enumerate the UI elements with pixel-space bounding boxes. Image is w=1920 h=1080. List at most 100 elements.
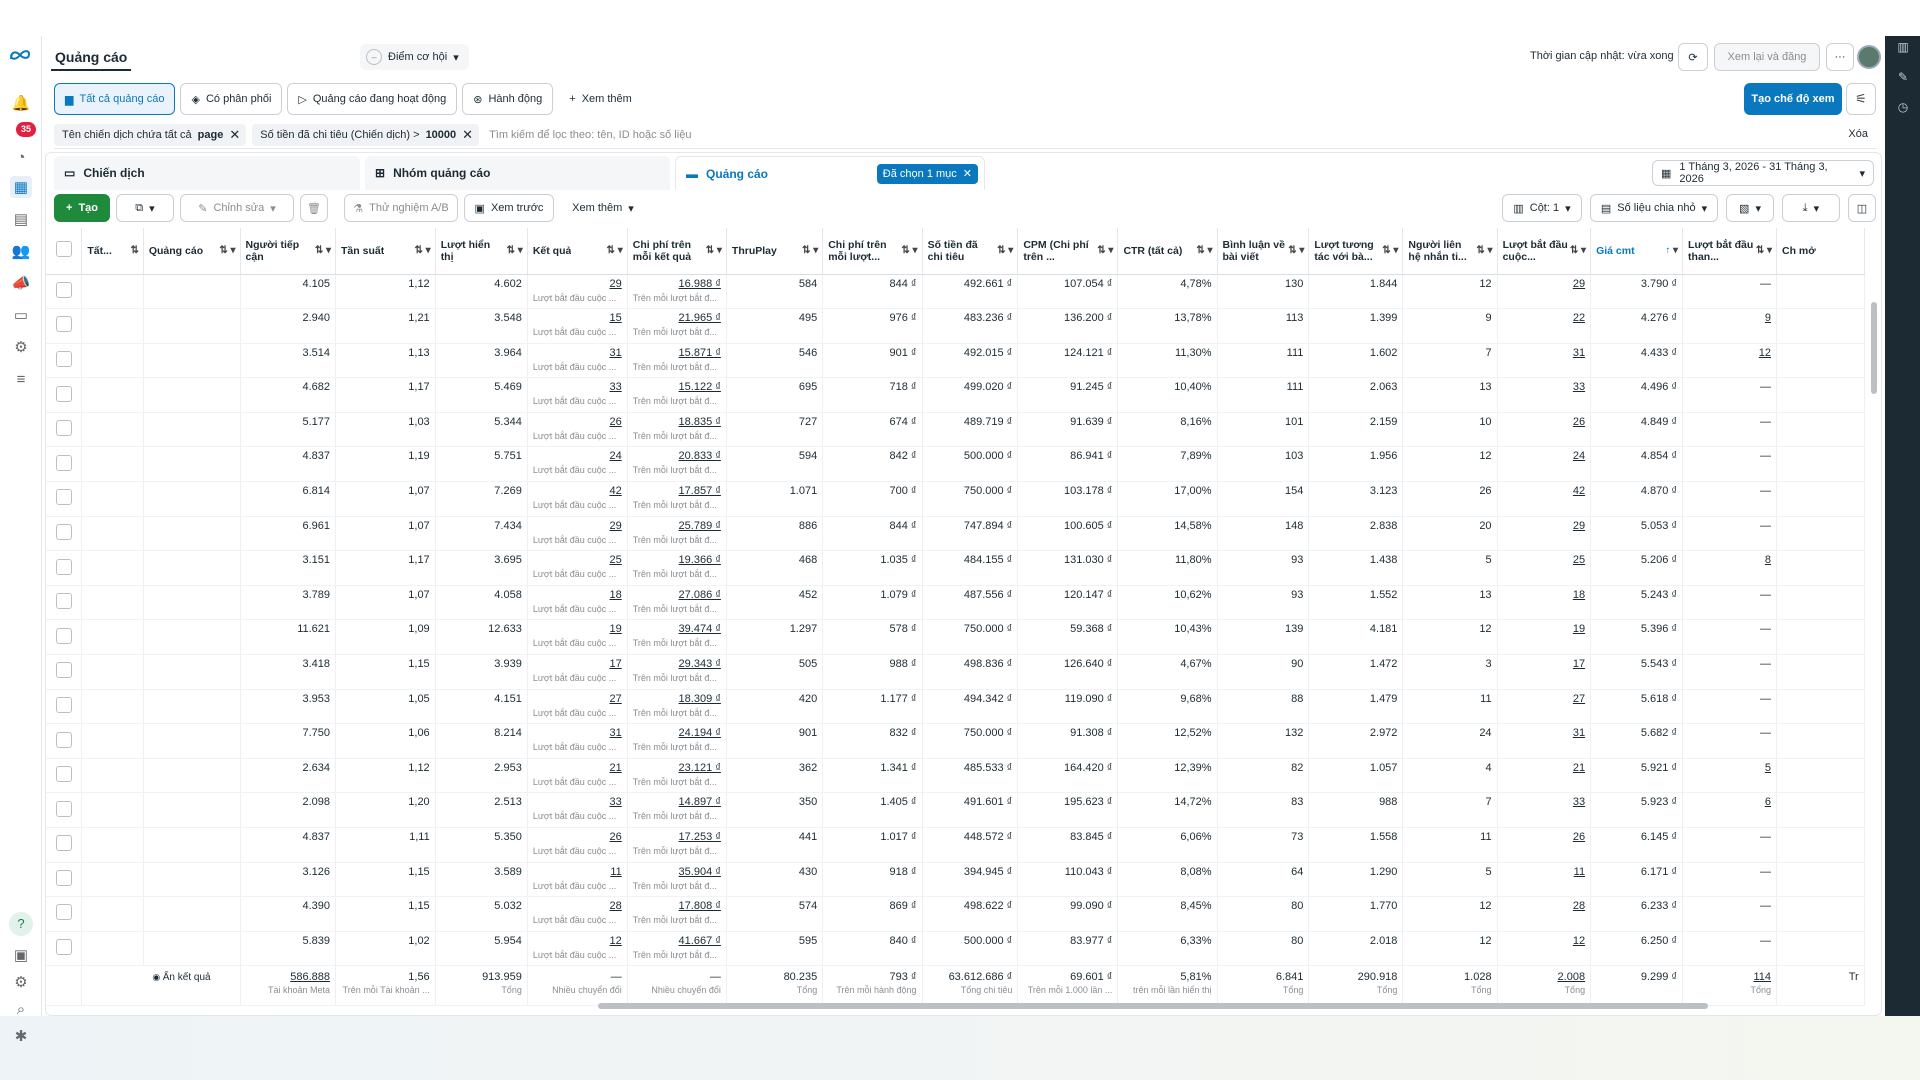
cell-value[interactable]: 33 — [609, 796, 622, 809]
table-row[interactable]: 3.514 1,13 3.964 31 Lượt bắt đầu cuộc ... 15.… — [46, 343, 1881, 379]
status-cell[interactable] — [81, 931, 144, 967]
row-checkbox[interactable] — [55, 662, 72, 679]
status-cell[interactable] — [81, 862, 144, 898]
table-row[interactable]: 3.151 1,17 3.695 25 Lượt bắt đầu cuộc ... 19.… — [46, 550, 1881, 586]
row-select-cell[interactable] — [46, 862, 83, 898]
ad-name-cell[interactable] — [143, 308, 241, 344]
tab-actions[interactable]: ⊛ Hành động — [462, 83, 554, 115]
table-row[interactable]: 11.621 1,09 12.633 19 Lượt bắt đầu cuộc ... 3… — [46, 619, 1881, 656]
table-row[interactable]: 5.839 1,02 5.954 12 Lượt bắt đầu cuộc ... 41.… — [46, 931, 1881, 967]
cell-value[interactable]: 28 — [1572, 900, 1586, 913]
row-checkbox[interactable] — [55, 489, 72, 506]
select-all-checkbox[interactable] — [56, 241, 73, 258]
cell-value[interactable]: 26 — [1572, 831, 1586, 843]
date-range-picker[interactable]: ▦ 1 Tháng 3, 2026 - 31 Tháng 3, 2026 ▾ — [1652, 160, 1874, 186]
row-select-cell[interactable] — [46, 827, 83, 863]
cell-value[interactable]: 26 — [609, 415, 622, 428]
cell-value[interactable]: 25 — [1572, 554, 1586, 567]
cell-value[interactable]: 19 — [1572, 623, 1586, 636]
cell-value[interactable]: 33 — [609, 381, 622, 394]
row-select-cell[interactable] — [46, 585, 83, 621]
row-checkbox[interactable] — [55, 766, 72, 783]
col-header-ctr[interactable]: CTR (tất cả) ⇅ ▾ — [1117, 228, 1218, 275]
table-row[interactable]: 6.961 1,07 7.434 29 Lượt bắt đầu cuộc ... 25.… — [46, 516, 1881, 552]
col-header-conversations-started[interactable]: Lượt bắt đầu cuộc... ⇅ ▾ — [1497, 228, 1592, 275]
ad-name-cell[interactable] — [143, 550, 241, 586]
cell-value[interactable]: 16.988 ₫ — [678, 277, 721, 290]
row-select-cell[interactable] — [46, 758, 83, 794]
sort-icon[interactable]: ⇅ ▾ — [1476, 244, 1493, 256]
row-checkbox[interactable] — [55, 627, 72, 644]
table-row[interactable]: 7.750 1,06 8.214 31 Lượt bắt đầu cuộc ... 24.… — [46, 723, 1881, 759]
opportunity-score-dropdown[interactable]: – Điểm cơ hội ▾ — [360, 44, 469, 70]
cell-value[interactable]: 33 — [1572, 796, 1586, 809]
sort-icon[interactable]: ⇅ ▾ — [1569, 244, 1587, 256]
sort-icon[interactable]: ⇅ ▾ — [1288, 244, 1305, 256]
row-checkbox[interactable] — [55, 316, 72, 333]
avatar[interactable] — [1857, 45, 1881, 69]
chart-icon[interactable]: ▥ — [1897, 40, 1909, 54]
pages-icon[interactable]: ▤ — [13, 211, 29, 228]
table-row[interactable]: 2.634 1,12 2.953 21 Lượt bắt đầu cuộc ... 23.… — [46, 758, 1881, 794]
row-checkbox[interactable] — [55, 800, 72, 817]
cell-value[interactable]: 19.366 ₫ — [678, 554, 721, 567]
col-header-thruplay[interactable]: ThruPlay ⇅ ▾ — [726, 228, 824, 275]
export-button[interactable]: ⤓ ▾ — [1782, 194, 1840, 222]
row-checkbox[interactable] — [55, 696, 72, 713]
sort-icon[interactable]: ⇅ ▾ — [1755, 244, 1773, 256]
chart-toggle-button[interactable]: ◫ — [1848, 194, 1876, 222]
status-cell[interactable] — [81, 654, 144, 690]
hide-results-toggle[interactable]: ◉ Ẩn kết quả — [81, 965, 241, 1006]
cell-value[interactable]: 18 — [609, 588, 622, 601]
tab-see-more[interactable]: + Xem thêm — [558, 83, 643, 115]
help-icon[interactable]: ? — [9, 912, 33, 936]
table-row[interactable]: 3.126 1,15 3.589 11 Lượt bắt đầu cuộc ... 35.… — [46, 862, 1881, 898]
cell-value[interactable]: 11 — [610, 865, 622, 878]
row-select-cell[interactable] — [46, 550, 83, 586]
table-row[interactable]: 4.390 1,15 5.032 28 Lượt bắt đầu cuộc ... 17.… — [46, 896, 1881, 932]
status-cell[interactable] — [81, 412, 144, 448]
cell-value[interactable]: 27 — [1572, 692, 1586, 705]
cell-value[interactable]: 27.086 ₫ — [678, 588, 721, 601]
cell-value[interactable]: 35.904 ₫ — [678, 865, 721, 878]
dashboard-icon[interactable]: ◔ — [16, 148, 26, 166]
row-checkbox[interactable] — [55, 939, 72, 956]
cell-value[interactable]: 20.833 ₫ — [678, 450, 721, 463]
more-actions-button[interactable]: Xem thêm ▾ — [560, 194, 646, 222]
cell-value[interactable]: 12 — [1572, 934, 1586, 947]
cell-value[interactable]: 6 — [1764, 796, 1772, 809]
cell-value[interactable]: 25.789 ₫ — [678, 519, 721, 532]
header-select-all[interactable] — [46, 228, 83, 275]
row-checkbox[interactable] — [55, 904, 72, 921]
cell-value[interactable]: 14.897 ₫ — [678, 796, 721, 809]
cell-value[interactable]: 24.194 ₫ — [678, 727, 721, 740]
columns-button[interactable]: ▥ Cột: 1 ▾ — [1502, 194, 1582, 222]
duplicate-button[interactable]: ⧉ ▾ — [116, 194, 174, 222]
ad-name-cell[interactable] — [143, 619, 241, 656]
cell-value[interactable]: 18 — [1572, 588, 1586, 601]
sort-icon[interactable]: ⇅ ▾ — [1097, 244, 1114, 256]
cell-value[interactable]: 15 — [609, 312, 622, 325]
row-select-cell[interactable] — [46, 931, 83, 967]
sort-icon[interactable]: ⇅ ▾ — [606, 244, 623, 256]
row-select-cell[interactable] — [46, 792, 83, 828]
cell-value[interactable]: 41.667 ₫ — [678, 934, 721, 947]
col-header-post-engagement[interactable]: Lượt tương tác với bà... ⇅ ▾ — [1308, 228, 1404, 275]
cell-value[interactable]: 25 — [609, 554, 622, 567]
cell-value[interactable]: 19 — [609, 623, 622, 636]
cell-value[interactable]: 8 — [1764, 554, 1772, 567]
ad-name-cell[interactable] — [143, 689, 241, 725]
table-row[interactable]: 4.837 1,19 5.751 24 Lượt bắt đầu cuộc ... 20.… — [46, 446, 1881, 483]
filter-chip-amount-spent[interactable]: Số tiền đã chi tiêu (Chiến dịch) > 10000 ✕ — [252, 123, 480, 146]
notifications-icon[interactable]: 🔔 — [11, 95, 31, 112]
cell-value[interactable]: 12 — [1758, 346, 1772, 359]
sort-icon[interactable]: ⇅ ▾ — [314, 244, 332, 256]
cell-value[interactable]: 31 — [1572, 346, 1586, 359]
billing-icon[interactable]: ▭ — [13, 307, 29, 324]
row-select-cell[interactable] — [46, 723, 83, 759]
cell-value[interactable]: 21 — [1572, 761, 1586, 774]
sort-asc-icon[interactable]: ↑ ▾ — [1665, 244, 1679, 256]
cell-value[interactable]: 23.121 ₫ — [678, 761, 721, 774]
ad-name-cell[interactable] — [143, 446, 241, 483]
row-select-cell[interactable] — [46, 343, 83, 379]
